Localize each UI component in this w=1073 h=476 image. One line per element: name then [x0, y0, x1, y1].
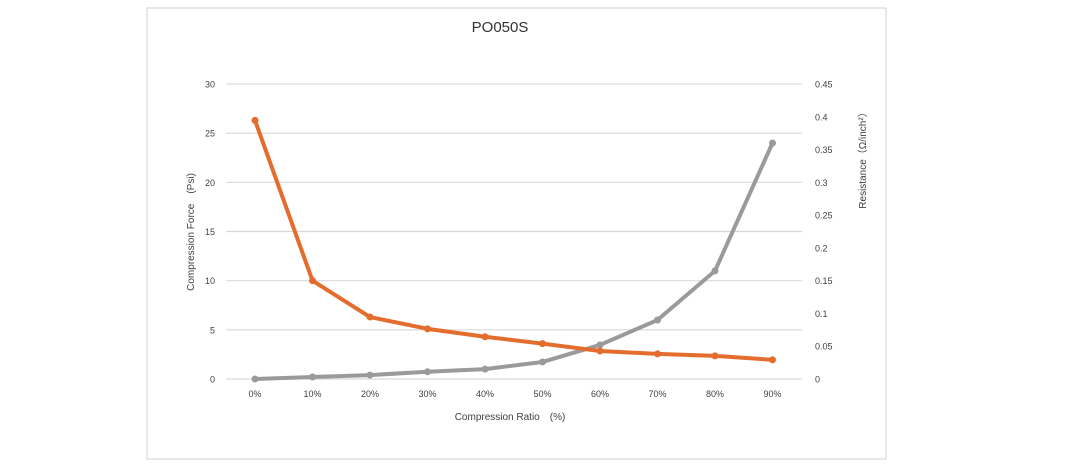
data-point — [309, 373, 316, 381]
chart-frame — [146, 7, 887, 460]
data-point — [769, 139, 776, 147]
y-tick-label: 10 — [205, 276, 215, 286]
x-tick-label: 70% — [648, 389, 666, 399]
data-point — [481, 365, 489, 373]
y2-tick-label: 0.25 — [815, 211, 833, 221]
x-tick-label: 0% — [248, 389, 261, 399]
series-line — [253, 119, 773, 362]
data-point — [251, 116, 259, 124]
y2-tick-label: 0.45 — [815, 80, 833, 90]
y-tick-label: 30 — [205, 80, 215, 90]
y2-tick-label: 0 — [815, 375, 820, 385]
data-point — [539, 358, 546, 366]
x-tick-label: 60% — [591, 389, 609, 399]
y2-tick-label: 0.15 — [815, 276, 833, 286]
y2-tick-label: 0.2 — [815, 243, 828, 253]
y-tick-label: 15 — [205, 227, 215, 237]
y-tick-label: 25 — [205, 129, 215, 139]
y2-tick-label: 0.35 — [815, 145, 833, 155]
y-axis-label: Compression Force (Psi) — [186, 173, 197, 291]
x-tick-label: 20% — [361, 389, 379, 399]
data-point — [711, 267, 719, 275]
x-tick-label: 40% — [476, 389, 494, 399]
data-point — [769, 356, 776, 364]
data-point — [654, 316, 661, 324]
y-tick-label: 5 — [210, 325, 215, 335]
y2-tick-label: 0.1 — [815, 309, 828, 319]
y2-axis-label: Resistance（Ω/inch²） — [857, 107, 869, 208]
data-point — [424, 368, 431, 376]
data-point — [711, 352, 719, 360]
y2-tick-label: 0.4 — [815, 112, 828, 122]
x-axis-label: Compression Ratio (%) — [455, 412, 566, 423]
data-point — [251, 375, 259, 383]
data-point — [424, 325, 431, 333]
x-tick-label: 10% — [303, 389, 321, 399]
x-tick-label: 80% — [706, 389, 724, 399]
y2-tick-label: 0.05 — [815, 342, 833, 352]
y2-tick-label: 0.3 — [815, 178, 828, 188]
y-tick-label: 0 — [210, 375, 215, 385]
data-point — [366, 371, 374, 379]
data-point — [596, 341, 604, 349]
data-point — [481, 333, 489, 341]
y-tick-label: 20 — [205, 178, 215, 188]
x-tick-label: 90% — [763, 389, 781, 399]
data-point — [539, 340, 546, 348]
data-point — [654, 350, 661, 358]
data-point — [366, 313, 374, 321]
chart-title: PO050S — [472, 19, 529, 36]
data-point — [596, 347, 604, 355]
x-tick-label: 50% — [533, 389, 551, 399]
x-tick-label: 30% — [418, 389, 436, 399]
data-point — [309, 277, 316, 285]
series-line — [254, 142, 775, 381]
